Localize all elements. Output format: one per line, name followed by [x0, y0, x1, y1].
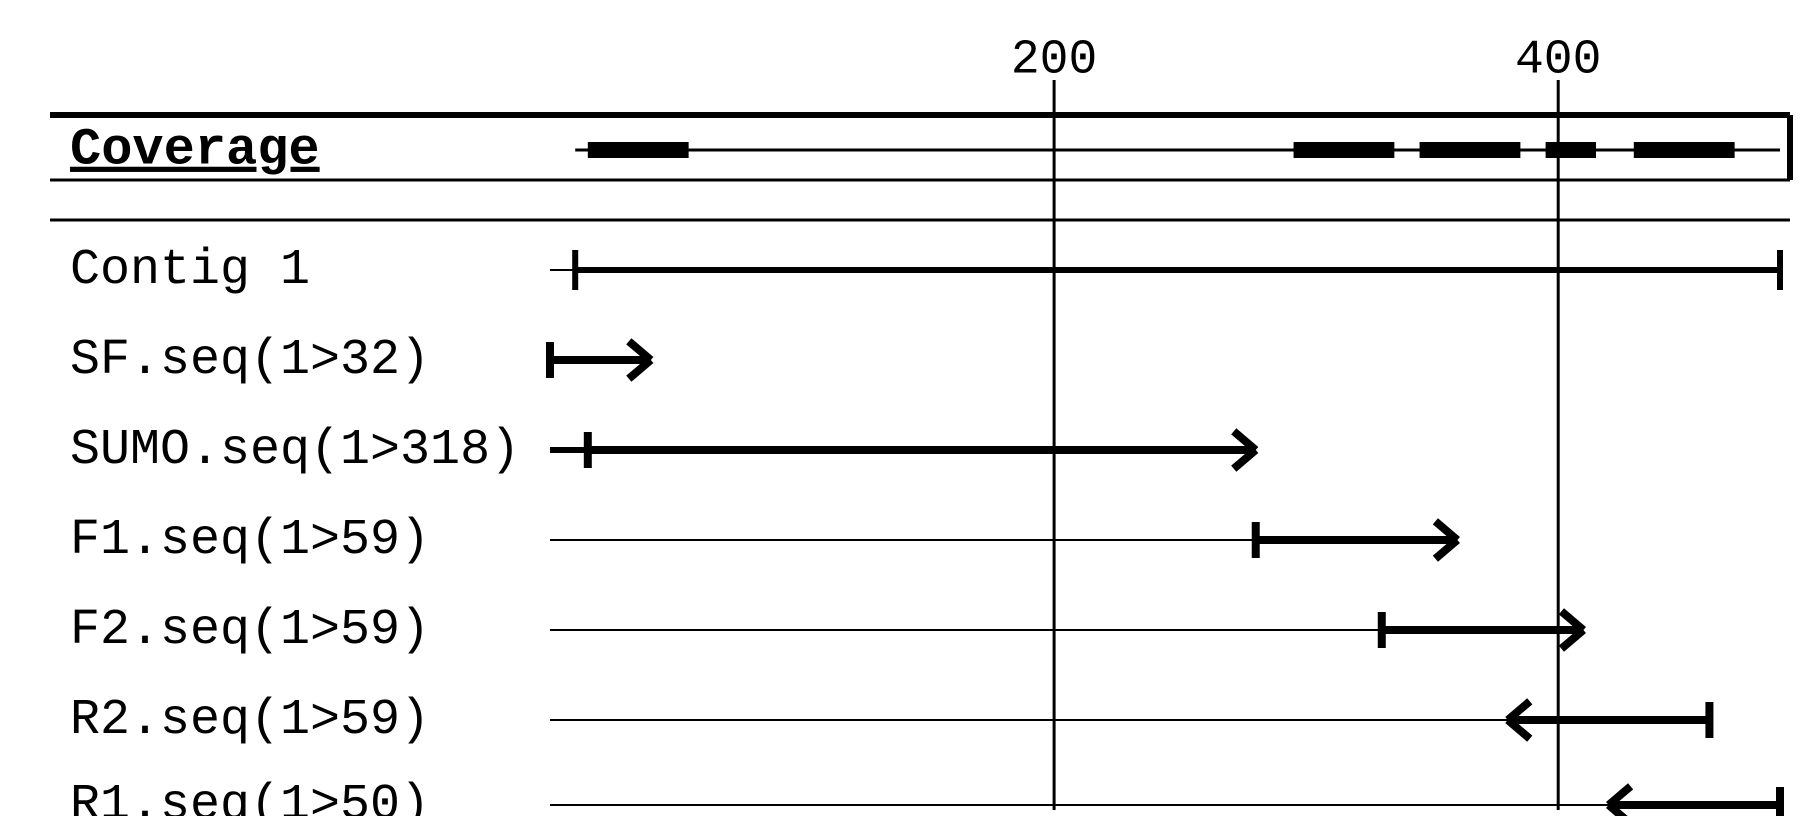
sequence-alignment-diagram: 200 400 Coverage Contig 1 SF.seq(1>32) SUMO.s…	[0, 0, 1820, 816]
r2-seq-label: R2.seq(1>59)	[70, 692, 430, 749]
contig-1-label: Contig 1	[70, 242, 310, 299]
f1-seq-label: F1.seq(1>59)	[70, 512, 430, 569]
sf-seq-label: SF.seq(1>32)	[70, 332, 430, 389]
coverage-label: Coverage	[70, 121, 320, 180]
r1-seq-label: R1.seq(1>50)	[70, 777, 430, 816]
axis-tick-label-200: 200	[1011, 34, 1097, 88]
axis-tick-label-400: 400	[1515, 34, 1601, 88]
f2-seq-label: F2.seq(1>59)	[70, 602, 430, 659]
diagram-svg: 200 400 Coverage Contig 1 SF.seq(1>32) SUMO.s…	[0, 0, 1820, 816]
sumo-seq-label: SUMO.seq(1>318)	[70, 422, 520, 479]
